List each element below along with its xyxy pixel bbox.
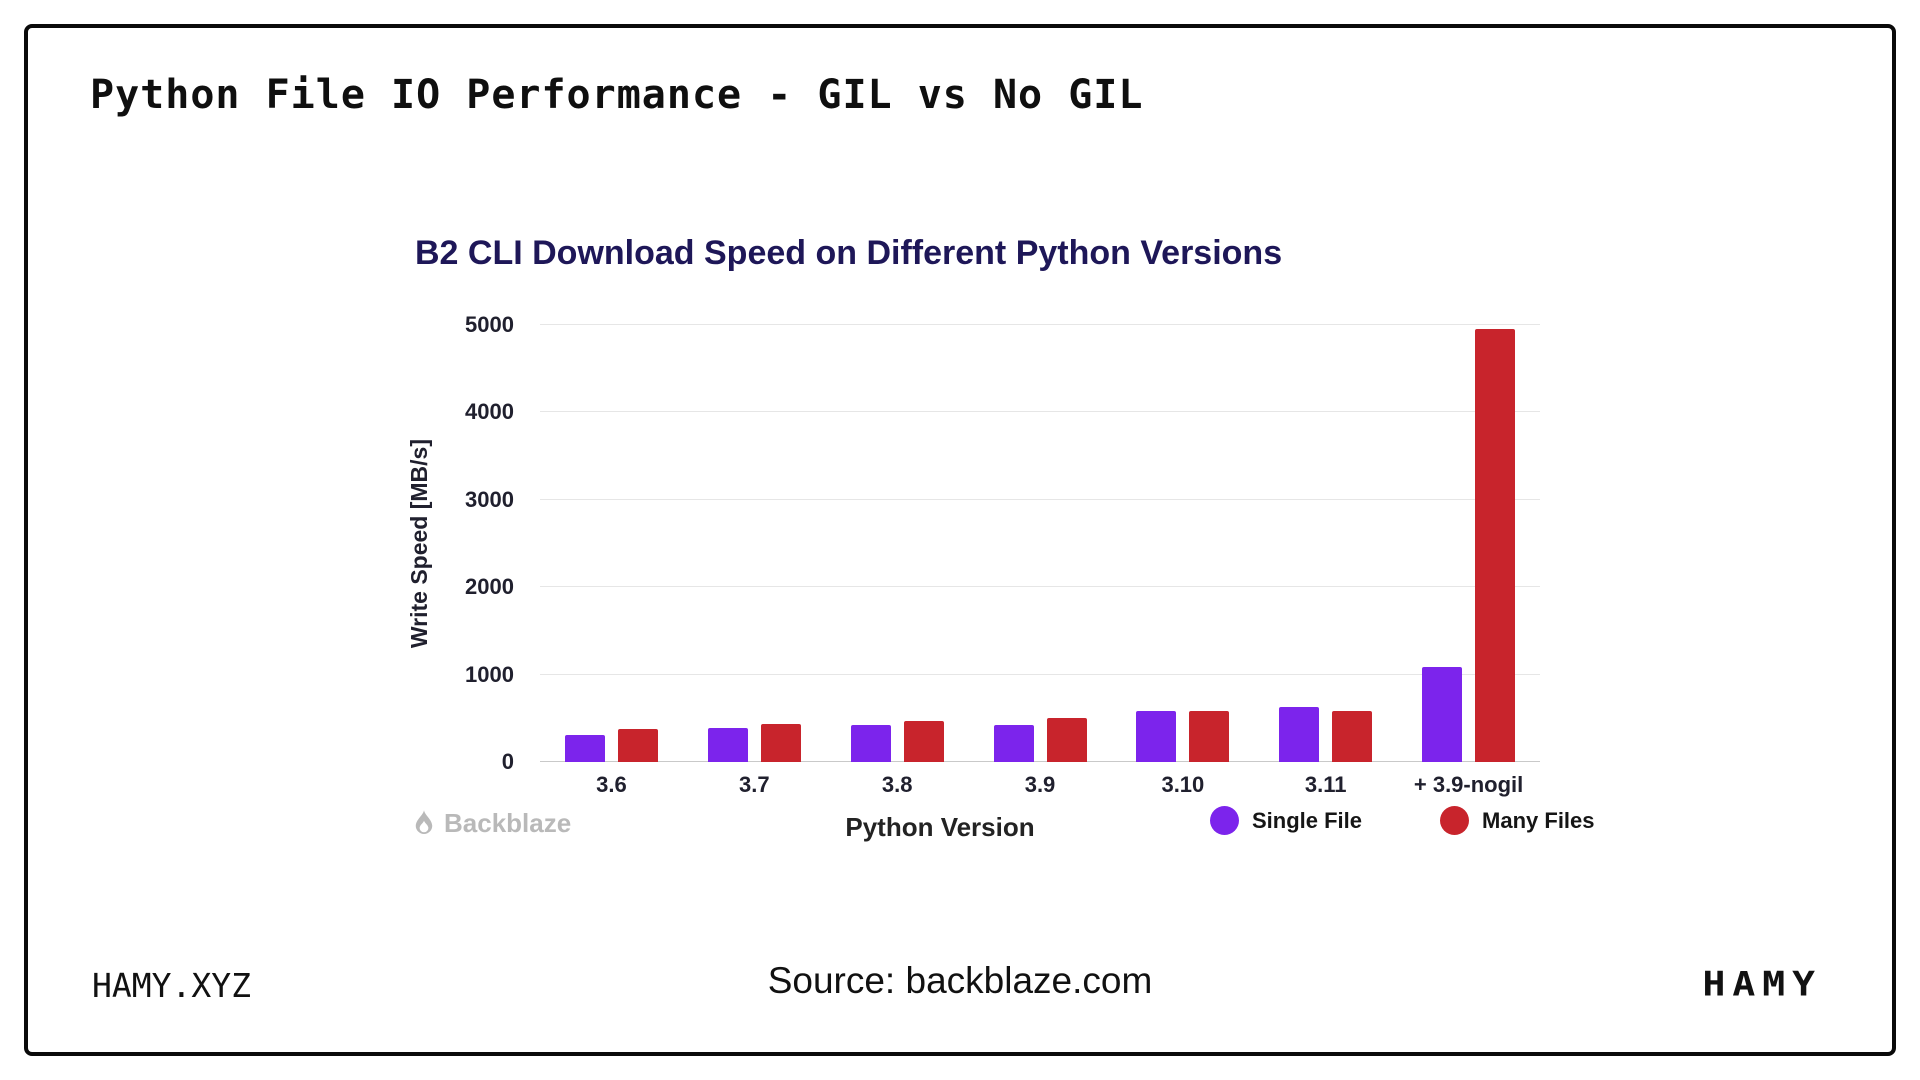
backblaze-watermark-text: Backblaze	[444, 808, 572, 838]
bar-many-files	[1332, 711, 1373, 762]
y-tick-label: 0	[501, 749, 514, 774]
bar-group	[540, 325, 683, 762]
x-category-label: 3.6	[596, 772, 627, 797]
page-title: Python File IO Performance - GIL vs No G…	[90, 72, 1144, 118]
bar-groups	[540, 325, 1540, 762]
bar-group	[1254, 325, 1397, 762]
legend-dot	[1440, 806, 1470, 835]
bar-single-file	[1279, 706, 1320, 762]
gridline	[540, 673, 1540, 675]
hamy-logo: HAMY	[1702, 964, 1822, 1004]
x-category-label: 3.9	[1024, 772, 1056, 797]
x-categories: 3.6 3.7 3.8 3.9 3.10 3.11 + 3.9-nogil	[540, 772, 1540, 798]
y-axis-label: Write Speed [MB/s]	[405, 438, 432, 649]
legend-dot	[1210, 806, 1239, 835]
y-tick-label: 2000	[465, 574, 514, 600]
x-category-label: 3.8	[881, 772, 913, 797]
y-axis: 0 1000 2000 3000 4000 5000	[440, 312, 528, 774]
bar-many-files	[1046, 718, 1087, 762]
bar-single-file	[993, 725, 1034, 762]
legend: Single File Many Files	[1210, 806, 1595, 835]
y-tick-label: 3000	[465, 486, 514, 512]
y-tick-label: 5000	[465, 312, 514, 337]
bar-many-files	[1189, 711, 1230, 762]
backblaze-flame-icon	[415, 810, 433, 834]
bar-group	[969, 325, 1112, 762]
gridline	[540, 586, 1540, 588]
x-category-label: 3.7	[738, 772, 770, 797]
bar-group	[1397, 325, 1540, 762]
slide-frame	[24, 24, 1896, 1056]
footer-site-name: HAMY.XYZ	[92, 966, 251, 1005]
bar-single-file	[1136, 711, 1177, 762]
x-category-label: 3.11	[1304, 772, 1347, 797]
bar-many-files	[903, 720, 944, 762]
x-axis-line	[540, 761, 1540, 762]
gridline	[540, 411, 1540, 413]
bar-many-files	[1475, 329, 1516, 762]
bar-group	[1111, 325, 1254, 762]
legend-item-many-files: Many Files	[1440, 806, 1595, 835]
bar-many-files	[617, 728, 658, 762]
chart-title: B2 CLI Download Speed on Different Pytho…	[415, 234, 1283, 272]
bar-many-files	[760, 724, 801, 762]
gridline	[540, 498, 1540, 500]
footer-source: Source: backblaze.com	[767, 960, 1153, 1001]
legend-label: Many Files	[1482, 807, 1595, 833]
y-tick-label: 1000	[465, 661, 514, 687]
legend-item-single-file: Single File	[1210, 806, 1362, 835]
plot-area	[540, 324, 1540, 762]
x-category-label: + 3.9-nogil	[1413, 772, 1524, 797]
bar-group	[826, 325, 969, 762]
bar-group	[683, 325, 826, 762]
x-axis-label: Python Version	[845, 812, 1035, 842]
y-tick-label: 4000	[465, 399, 514, 425]
x-category-label: 3.10	[1161, 772, 1205, 797]
bar-single-file	[564, 734, 605, 762]
bar-single-file	[1422, 666, 1463, 762]
gridline	[540, 324, 1540, 325]
legend-label: Single File	[1252, 807, 1363, 833]
backblaze-watermark: Backblaze	[413, 808, 571, 839]
bar-single-file	[850, 725, 891, 762]
bar-single-file	[707, 727, 748, 762]
